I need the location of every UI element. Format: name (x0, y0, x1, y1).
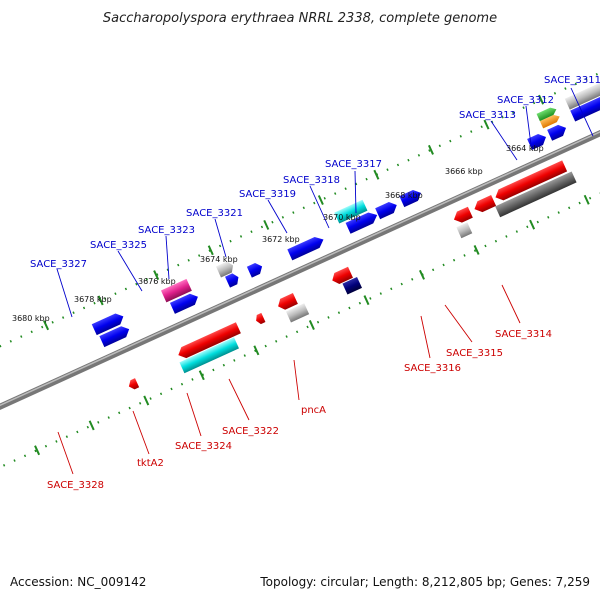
gene-left-2[interactable] (99, 324, 131, 348)
gene-label[interactable]: pncA (301, 405, 326, 416)
gene-sace-3317[interactable] (399, 187, 423, 208)
ruler-ticks (34, 94, 590, 456)
callout-lines-bottom (57, 284, 521, 475)
gene-label[interactable]: SACE_3324 (175, 441, 232, 452)
kbp-label: 3664 kbp (506, 144, 544, 153)
gene-pnca[interactable] (330, 266, 353, 286)
backbone-highlight (0, 94, 600, 444)
kbp-label: 3674 kbp (200, 255, 238, 264)
reverse-genes (127, 160, 577, 391)
gene-sace-3322-gray[interactable] (285, 303, 310, 323)
topology-text: Topology: circular; Length: 8,212,805 bp… (259, 575, 590, 589)
gene-sace-3325-gray[interactable] (215, 260, 236, 278)
gene-label[interactable]: SACE_3312 (497, 95, 554, 106)
gene-label[interactable]: SACE_3319 (239, 189, 296, 200)
gene-sace-3324[interactable] (254, 312, 266, 325)
gene-sace-3322[interactable] (276, 293, 298, 312)
gene-sace-3313[interactable] (547, 122, 568, 141)
reverse-gene-labels: SACE_3314 SACE_3315 SACE_3316 pncA SACE_… (47, 329, 552, 491)
gene-sace-3318[interactable] (375, 200, 399, 220)
kbp-label: 3672 kbp (262, 235, 300, 244)
kbp-label: 3676 kbp (138, 277, 176, 286)
gene-sace-3314[interactable] (493, 160, 568, 202)
gene-sace-3325[interactable] (225, 272, 241, 288)
gene-sace-3314-dark[interactable] (495, 171, 577, 218)
gene-sace-3316[interactable] (451, 206, 473, 225)
gene-label[interactable]: SACE_3314 (495, 329, 552, 340)
gene-label[interactable]: SACE_3327 (30, 259, 87, 270)
gene-pnca-navy[interactable] (342, 276, 363, 295)
gene-sace-3316-gray[interactable] (456, 222, 473, 239)
kbp-label: 3680 kbp (12, 314, 50, 323)
gene-label[interactable]: SACE_3311 (544, 75, 600, 86)
kbp-label: 3670 kbp (323, 213, 361, 222)
gene-sace-3327-magenta[interactable] (160, 278, 192, 303)
gene-label[interactable]: SACE_3325 (90, 240, 147, 251)
gene-sace-3312-orange[interactable] (539, 113, 562, 129)
gene-sace-3328[interactable] (127, 378, 140, 391)
gene-tkta2-cyan[interactable] (179, 337, 239, 374)
gene-sace-3315[interactable] (472, 194, 497, 215)
gene-sace-3311-gray[interactable] (564, 80, 600, 110)
gene-label[interactable]: SACE_3318 (283, 175, 340, 186)
gene-sace-3313b[interactable] (527, 132, 548, 150)
forward-genes (91, 80, 600, 348)
callout-lines-top (56, 87, 594, 318)
gene-label[interactable]: SACE_3323 (138, 225, 195, 236)
gene-label[interactable]: tktA2 (137, 458, 164, 469)
gene-sace-3312-green[interactable] (536, 106, 559, 122)
ruler-bottom-dots (0, 144, 600, 496)
gene-sace-3321[interactable] (287, 234, 326, 261)
map-title: Saccharopolyspora erythraea NRRL 2338, c… (103, 11, 497, 26)
gene-label[interactable]: SACE_3321 (186, 208, 243, 219)
gene-left-1[interactable] (91, 311, 126, 336)
accession-text: Accession: NC_009142 (10, 575, 146, 589)
gene-label[interactable]: SACE_3322 (222, 426, 279, 437)
gene-label[interactable]: SACE_3316 (404, 363, 461, 374)
gene-label[interactable]: SACE_3315 (446, 348, 503, 359)
kbp-label: 3678 kbp (74, 295, 112, 304)
gene-label[interactable]: SACE_3328 (47, 480, 104, 491)
kbp-label: 3666 kbp (445, 167, 483, 176)
gene-sace-3319[interactable] (345, 210, 380, 234)
forward-gene-labels: SACE_3311 SACE_3312 SACE_3313 SACE_3317 … (30, 75, 600, 270)
kbp-label: 3668 kbp (385, 191, 423, 200)
ruler-labels: 3664 kbp 3666 kbp 3668 kbp 3670 kbp 3672… (12, 144, 544, 323)
gene-sace-3323[interactable] (246, 261, 265, 278)
sequence-track (0, 44, 600, 496)
gene-sace-3319-cyan[interactable] (334, 199, 368, 224)
gene-label[interactable]: SACE_3313 (459, 110, 516, 121)
gene-label[interactable]: SACE_3317 (325, 159, 382, 170)
gene-tkta2[interactable] (176, 322, 241, 360)
gene-sace-3327[interactable] (169, 291, 200, 314)
